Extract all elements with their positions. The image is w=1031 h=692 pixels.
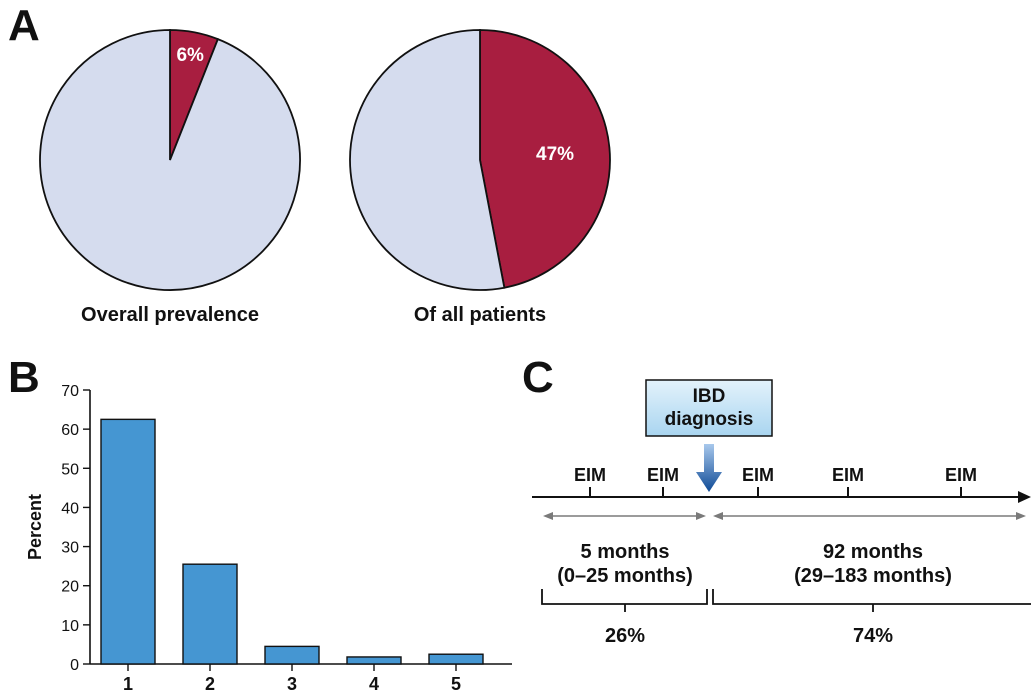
- x-tick-label: 5: [451, 674, 461, 692]
- bracket-after: [712, 589, 1031, 605]
- ibd-box-line-1: IBD: [693, 386, 726, 407]
- bar: [264, 645, 320, 665]
- pie-slice-rest: [39, 29, 301, 291]
- before-duration: 5 months: [581, 541, 670, 563]
- bar: [346, 656, 402, 665]
- pie-slice-highlight: [479, 29, 611, 289]
- eim-label: EIM: [742, 465, 774, 485]
- down-arrow-icon: [696, 444, 722, 492]
- timeline-diagram: IBD diagnosis EIM EIM EIM EIM EIM 5 mont…: [532, 379, 1031, 647]
- duration-arrow-after: [713, 512, 1026, 520]
- x-tick-label: 2: [205, 674, 215, 692]
- y-tick-label: 70: [61, 383, 79, 400]
- y-tick-label: 50: [61, 461, 79, 478]
- x-tick-label: 4: [369, 674, 379, 692]
- after-percent: 74%: [853, 625, 893, 647]
- pie-chart-of-all-patients: 47%: [349, 29, 611, 291]
- bar: [428, 653, 484, 665]
- duration-arrow-before: [543, 512, 706, 520]
- x-tick-label: 1: [123, 674, 133, 692]
- pie-title-overall-prevalence: Overall prevalence: [81, 304, 259, 326]
- eim-label: EIM: [832, 465, 864, 485]
- pie-slice-rest: [349, 29, 506, 291]
- y-tick-label: 0: [70, 657, 79, 674]
- eim-label: EIM: [647, 465, 679, 485]
- x-tick-label: 3: [287, 674, 297, 692]
- after-duration: 92 months: [823, 541, 923, 563]
- bracket-before: [541, 589, 708, 605]
- before-percent: 26%: [605, 625, 645, 647]
- bar: [182, 563, 238, 665]
- timeline-arrowhead-icon: [1018, 491, 1031, 503]
- panel-letter-b: B: [8, 353, 40, 402]
- pie-slice-label: 47%: [536, 144, 574, 165]
- panel-letter-a: A: [8, 1, 40, 50]
- after-range: (29–183 months): [794, 565, 952, 587]
- pie-slice-label: 6%: [176, 45, 204, 66]
- y-tick-label: 30: [61, 540, 79, 557]
- ibd-diagnosis-box: [645, 379, 773, 437]
- before-range: (0–25 months): [557, 565, 693, 587]
- y-tick-label: 60: [61, 422, 79, 439]
- y-tick-label: 20: [61, 579, 79, 596]
- eim-label: EIM: [945, 465, 977, 485]
- pie-chart-overall-prevalence: 6%: [39, 29, 301, 291]
- pie-title-of-all-patients: Of all patients: [414, 304, 546, 326]
- ibd-box-line-2: diagnosis: [665, 409, 754, 430]
- y-tick-label: 40: [61, 500, 79, 517]
- bar-chart-number-of-eims: 0 10 20 30 40 50 60 70 Percent 1 2 3 4 5: [25, 383, 512, 692]
- y-axis-label: Percent: [25, 494, 45, 560]
- eim-label: EIM: [574, 465, 606, 485]
- bar: [100, 418, 156, 665]
- y-tick-label: 10: [61, 618, 79, 635]
- panel-letter-c: C: [522, 353, 554, 402]
